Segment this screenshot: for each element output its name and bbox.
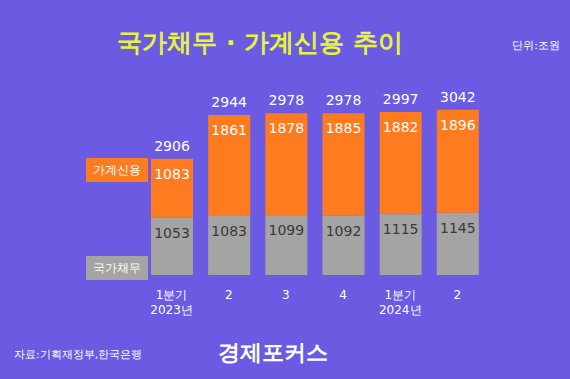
svg-text:1896: 1896 [440, 117, 476, 133]
svg-text:1분기2023년: 1분기2023년 [150, 288, 193, 317]
svg-text:1분기2024년: 1분기2024년 [379, 288, 422, 317]
svg-text:1053: 1053 [154, 225, 190, 241]
html-text:자료:기획재정부,한국은행: 자료:기획재정부,한국은행 [14, 348, 143, 361]
svg-text:1092: 1092 [326, 223, 362, 239]
html-text:국가채무 · 가계신용 추이: 국가채무 · 가계신용 추이 [117, 28, 403, 57]
svg-text:2997: 2997 [383, 91, 419, 107]
svg-text:1083: 1083 [154, 166, 190, 182]
svg-text:1099: 1099 [269, 222, 305, 238]
html-text:경제포커스: 경제포커스 [218, 340, 328, 365]
svg-text:2906: 2906 [154, 138, 190, 154]
html-text:국가채무: 국가채무 [93, 261, 141, 275]
svg-text:2978: 2978 [326, 92, 362, 108]
svg-text:1861: 1861 [211, 122, 247, 138]
svg-text:2: 2 [454, 288, 462, 302]
svg-text:1083: 1083 [211, 223, 247, 239]
svg-text:3042: 3042 [440, 89, 476, 105]
svg-text:2978: 2978 [269, 92, 305, 108]
svg-text:1878: 1878 [269, 120, 305, 136]
svg-text:3: 3 [282, 288, 290, 302]
svg-text:1115: 1115 [383, 221, 419, 237]
html-text:가계신용: 가계신용 [93, 163, 141, 177]
svg-text:2944: 2944 [211, 94, 247, 110]
svg-text:1885: 1885 [326, 120, 362, 136]
svg-text:1882: 1882 [383, 119, 419, 135]
svg-text:1145: 1145 [440, 220, 476, 236]
svg-text:4: 4 [339, 288, 347, 302]
svg-text:2: 2 [225, 288, 233, 302]
html-text:단위:조원: 단위:조원 [512, 39, 560, 52]
